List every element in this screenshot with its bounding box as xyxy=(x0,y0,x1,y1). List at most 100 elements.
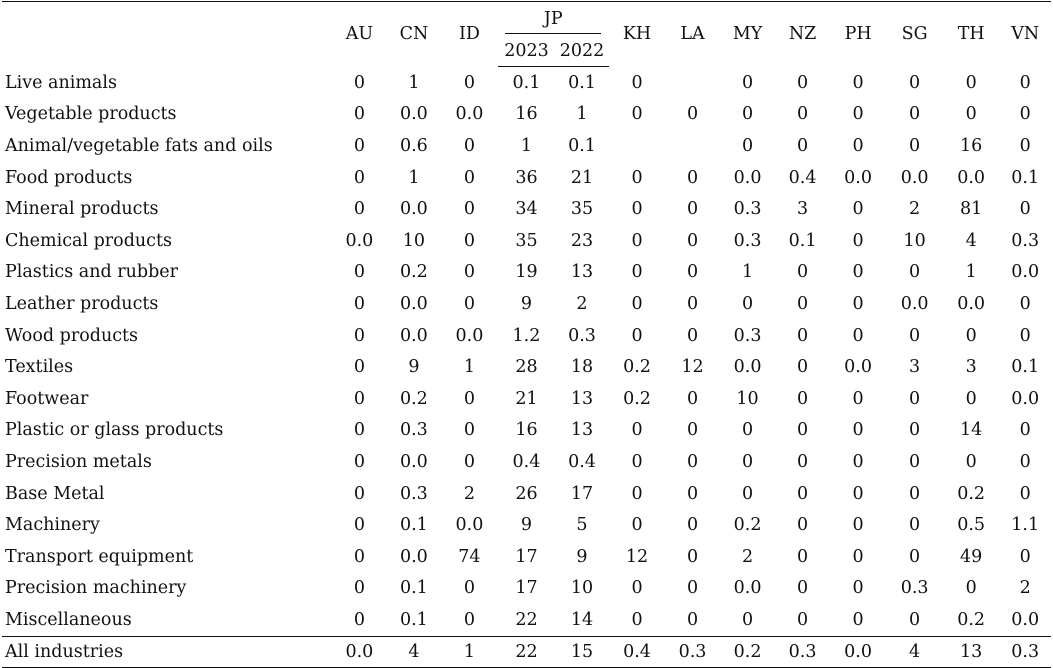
table-cell: 1 xyxy=(965,262,977,283)
table-cell: 14 xyxy=(570,609,594,630)
table-cell: 0 xyxy=(852,230,864,251)
table-cell: 4 xyxy=(886,635,943,668)
table-cell: 10 xyxy=(570,578,594,599)
table-cell: 0 xyxy=(797,262,809,283)
table-cell: 0.0 xyxy=(455,325,484,346)
table-cell: 2 xyxy=(576,293,588,314)
table-cell: 0 xyxy=(741,483,754,504)
table-cell: 0.0 xyxy=(733,357,762,378)
table-cell: 1 xyxy=(520,135,533,156)
table-cell: 0 xyxy=(631,199,643,220)
header-jp: JP xyxy=(498,2,609,37)
table-cell: 1 xyxy=(408,72,420,93)
table-cell: 0 xyxy=(852,546,864,567)
table-cell: 0 xyxy=(797,135,809,156)
table-body: Live animals 0 1 0 0.1 0.1 0 0 0 0 0 0 0 Vegetable pr… xyxy=(2,67,1051,668)
table-cell: 0.4 xyxy=(512,451,541,472)
table-cell: 35 xyxy=(570,199,594,220)
table-cell: 0 xyxy=(909,609,921,630)
table-cell: 0 xyxy=(686,609,699,630)
table-cell: 0 xyxy=(797,357,809,378)
table-cell: 22 xyxy=(515,609,538,630)
table-cell: 0 xyxy=(353,420,365,441)
table-cell: 0.0 xyxy=(900,167,929,188)
table-cell: 0.0 xyxy=(399,293,428,314)
table-cell: 28 xyxy=(515,357,538,378)
table-row: Wood products 0 0.0 0.0 1.2 0.3 0 0 0.3 0 0 0 0 0 xyxy=(2,320,1051,352)
row-label: Mineral products xyxy=(5,199,159,220)
table-cell: 0.0 xyxy=(455,515,484,536)
table-cell: 0 xyxy=(797,420,809,441)
table-cell: 3 xyxy=(797,199,809,220)
table-cell: 13 xyxy=(570,420,594,441)
table-cell: 0 xyxy=(686,388,699,409)
table-cell: 0 xyxy=(686,546,699,567)
table-cell: 0.0 xyxy=(345,230,374,251)
table-cell: 0.3 xyxy=(733,230,762,251)
table-cell: 0 xyxy=(852,388,864,409)
table-cell: 0 xyxy=(353,546,365,567)
header-row-years: 2023 2022 xyxy=(2,36,1051,67)
table-cell: 4 xyxy=(386,635,442,668)
table-cell: 0 xyxy=(686,420,699,441)
table-cell: 0 xyxy=(631,515,643,536)
table-cell: 0 xyxy=(909,72,921,93)
table-cell: 0 xyxy=(909,483,921,504)
table-cell: 0 xyxy=(353,515,365,536)
table-cell: 0 xyxy=(852,578,864,599)
row-label: Vegetable products xyxy=(5,104,177,125)
table-cell: 17 xyxy=(515,578,538,599)
table-cell: 4 xyxy=(965,230,977,251)
table-cell: 0 xyxy=(686,325,699,346)
table-cell: 0 xyxy=(909,325,921,346)
table-cell: 0 xyxy=(353,609,365,630)
table-cell: 0 xyxy=(1019,293,1031,314)
table-cell: 0.3 xyxy=(733,199,762,220)
header-jp-2023: 2023 xyxy=(497,36,556,67)
table-cell: 0 xyxy=(852,483,864,504)
table-cell: 0 xyxy=(965,72,977,93)
table-cell: 0 xyxy=(631,578,643,599)
table-cell: 0 xyxy=(686,451,699,472)
table-cell: 0 xyxy=(965,104,977,125)
table-cell: 13 xyxy=(570,262,594,283)
table-cell: 3 xyxy=(909,357,921,378)
table-cell: 0.0 xyxy=(844,167,873,188)
table-cell: 0 xyxy=(797,72,809,93)
table-cell: 0.3 xyxy=(399,483,428,504)
table-total-row: All industries 0.0 4 1 22 15 0.4 0.3 0.2 0.3 0.0 4 1… xyxy=(2,635,1051,668)
row-label: Base Metal xyxy=(5,483,105,504)
table-cell: 0.2 xyxy=(399,388,428,409)
table-cell: 0.3 xyxy=(399,420,428,441)
table-cell: 0 xyxy=(1019,104,1031,125)
table-cell: 0.3 xyxy=(775,635,830,668)
table-cell: 0 xyxy=(463,230,475,251)
header-cn: CN xyxy=(399,24,429,45)
table-cell: 0 xyxy=(852,515,864,536)
table-cell: 0 xyxy=(797,578,809,599)
table-cell: 0 xyxy=(741,135,754,156)
table-cell: 0 xyxy=(631,293,643,314)
table-cell: 0.0 xyxy=(399,325,428,346)
table-cell: 0 xyxy=(852,325,864,346)
table-cell xyxy=(665,67,720,99)
table-cell: 0 xyxy=(741,104,754,125)
table-cell: 0 xyxy=(965,388,977,409)
table-cell: 0 xyxy=(353,104,365,125)
table-cell: 0 xyxy=(353,262,365,283)
table-cell: 0.6 xyxy=(399,135,428,156)
table-cell: 0 xyxy=(909,451,921,472)
table-cell: 0 xyxy=(631,104,643,125)
table-cell: 0.2 xyxy=(623,357,651,378)
table-cell: 0 xyxy=(797,609,809,630)
table-cell: 0 xyxy=(852,72,864,93)
row-label: Leather products xyxy=(5,293,159,314)
table-cell: 21 xyxy=(515,388,538,409)
table-row: Vegetable products 0 0.0 0.0 16 1 0 0 0 0 0 0 0 0 xyxy=(2,99,1051,131)
table-cell: 2 xyxy=(463,483,475,504)
table-cell: 0.5 xyxy=(957,515,986,536)
header-kh: KH xyxy=(622,24,652,45)
table-cell: 0.1 xyxy=(568,72,596,93)
table-cell: 9 xyxy=(520,293,533,314)
table-cell: 0 xyxy=(797,515,809,536)
